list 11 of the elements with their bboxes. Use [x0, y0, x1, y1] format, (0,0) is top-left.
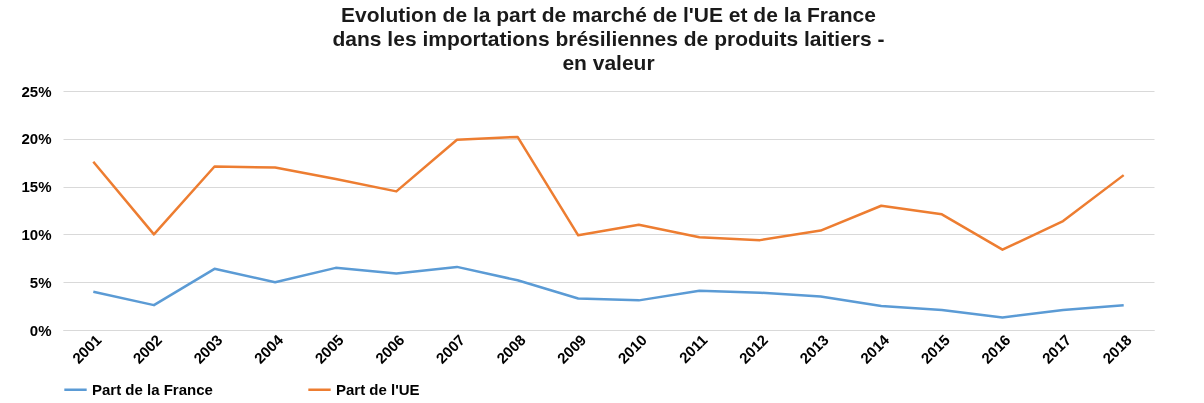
- legend-label: Part de la France: [92, 380, 213, 398]
- line-series: [92, 135, 1125, 251]
- y-tick-label: 10%: [21, 225, 52, 243]
- line-series: [92, 265, 1125, 319]
- y-tick-label: 0%: [29, 321, 52, 339]
- y-tick-label: 25%: [21, 82, 52, 100]
- y-tick-label: 15%: [21, 178, 52, 196]
- y-tick-label: 5%: [29, 273, 52, 291]
- chart-title: Evolution de la part de marché de l'UE et de la France dans les importations brésiliennes de produits laitiers - en valeur: [332, 3, 885, 74]
- y-tick-label: 20%: [21, 130, 52, 148]
- legend-label: Part de l'UE: [336, 380, 420, 398]
